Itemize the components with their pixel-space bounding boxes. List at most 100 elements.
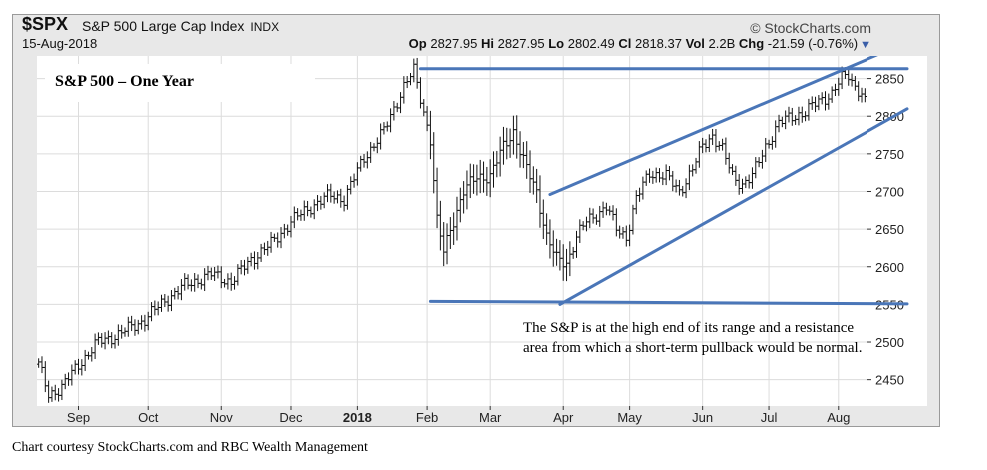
y-tick-label: 2700 [875, 184, 904, 199]
ohlc-bar [783, 110, 788, 130]
ohlc-bar [222, 278, 227, 288]
ohlc-bar [644, 170, 649, 186]
ohlc-bar [152, 300, 157, 316]
ticker-symbol: $SPX [22, 14, 69, 34]
ohlc-bar [103, 332, 108, 350]
ohlc-bar [53, 384, 58, 401]
ohlc-bar [245, 256, 250, 274]
ohlc-bar [132, 319, 137, 336]
ohlc-bar [524, 141, 529, 179]
ohlc-bar [617, 225, 622, 239]
ohlc-bar [707, 134, 712, 153]
ohlc-bar [471, 164, 476, 194]
ohlc-bar [763, 137, 768, 162]
ohlc-bar [667, 166, 672, 181]
trendline-channel-upper [548, 58, 867, 196]
ohlc-bar [780, 116, 785, 128]
ohlc-bar [196, 274, 201, 289]
ohlc-bar [607, 205, 612, 216]
ohlc-bar [232, 276, 237, 290]
ohlc-bar [567, 241, 572, 277]
y-tick-label: 2450 [875, 373, 904, 388]
ohlc-bar [242, 259, 247, 276]
ohlc-bar [355, 162, 360, 186]
ohlc-bar [727, 152, 732, 174]
ohlc-bar [461, 181, 466, 214]
ohlc-bar [169, 290, 174, 312]
ohlc-bar [212, 266, 217, 281]
ohlc-bar [594, 214, 599, 225]
ohlc-bar [39, 356, 44, 374]
ohlc-bar [285, 224, 290, 236]
trendline-extension [867, 107, 909, 133]
ohlc-bar [219, 266, 224, 289]
ohlc-bar [561, 244, 566, 281]
x-tick-label: 2018 [343, 410, 372, 425]
x-tick-label: Jun [692, 410, 713, 425]
ohlc-bar [820, 92, 825, 105]
ohlc-bar [614, 208, 619, 237]
ohlc-bar [597, 205, 602, 227]
x-tick-label: Nov [210, 410, 234, 425]
high-value: 2827.95 [497, 36, 545, 51]
index-name-text: S&P 500 Large Cap Index [82, 18, 245, 34]
ohlc-bar [325, 184, 330, 203]
ohlc-bar [743, 176, 748, 189]
x-tick-label: May [617, 410, 642, 425]
ohlc-bar [564, 248, 569, 282]
ohlc-bar [448, 217, 453, 249]
ohlc-bar [37, 358, 41, 368]
annotation-text: The S&P is at the high end of its range … [523, 320, 863, 356]
trendline-support [428, 299, 867, 306]
ohlc-bar [318, 195, 323, 210]
y-tick-label: 2650 [875, 222, 904, 237]
ohlc-bar [640, 176, 645, 200]
ohlc-bar [860, 87, 865, 103]
ohlc-bar [408, 72, 413, 86]
ohlc-bar [43, 361, 48, 393]
ohlc-bar [172, 287, 177, 300]
open-label: Op [408, 36, 427, 51]
ohlc-bar [59, 379, 64, 401]
ohlc-bar [687, 164, 692, 191]
ohlc-bar [179, 279, 184, 301]
ohlc-bar [587, 207, 592, 229]
ohlc-bar [209, 267, 214, 280]
ohlc-bar [654, 167, 659, 183]
dropdown-triangle-icon[interactable]: ▼ [860, 39, 871, 51]
ohlc-bar [806, 98, 811, 121]
low-label: Lo [548, 36, 565, 51]
change-value: -21.59 (-0.76%) [767, 36, 859, 51]
ohlc-bar [249, 252, 254, 267]
ohlc-bar [863, 88, 867, 103]
ohlc-bar [547, 219, 552, 259]
volume-value: 2.2B [708, 36, 736, 51]
ohlc-bar [401, 76, 406, 104]
ohlc-bar [577, 219, 582, 244]
x-tick-label: Dec [279, 410, 303, 425]
ohlc-bar [677, 179, 682, 196]
quote-summary: Op 2827.95 Hi 2827.95 Lo 2802.49 Cl 2818… [409, 36, 871, 51]
ohlc-bar [750, 167, 755, 189]
ohlc-bar [332, 191, 337, 204]
ohlc-bar [474, 164, 479, 196]
ohlc-bar [96, 332, 101, 345]
ohlc-bar [541, 199, 546, 240]
ohlc-bar [664, 164, 669, 186]
ohlc-bar [83, 349, 88, 372]
ohlc-bar [591, 208, 596, 224]
ohlc-bar [342, 195, 347, 212]
ohlc-bar [504, 127, 509, 160]
ohlc-bar [604, 202, 609, 216]
brand-watermark: © StockCharts.com [750, 20, 871, 36]
ohlc-bar [730, 164, 735, 176]
chart-title-box [45, 64, 315, 102]
chart-credit: Chart courtesy StockCharts.com and RBC W… [12, 440, 368, 455]
open-value: 2827.95 [430, 36, 478, 51]
ohlc-bar [176, 285, 181, 300]
ohlc-bar [830, 86, 835, 103]
ohlc-bar [89, 347, 94, 362]
x-tick-label: Mar [479, 410, 502, 425]
ohlc-bar [119, 324, 124, 339]
ohlc-bar [109, 332, 114, 349]
